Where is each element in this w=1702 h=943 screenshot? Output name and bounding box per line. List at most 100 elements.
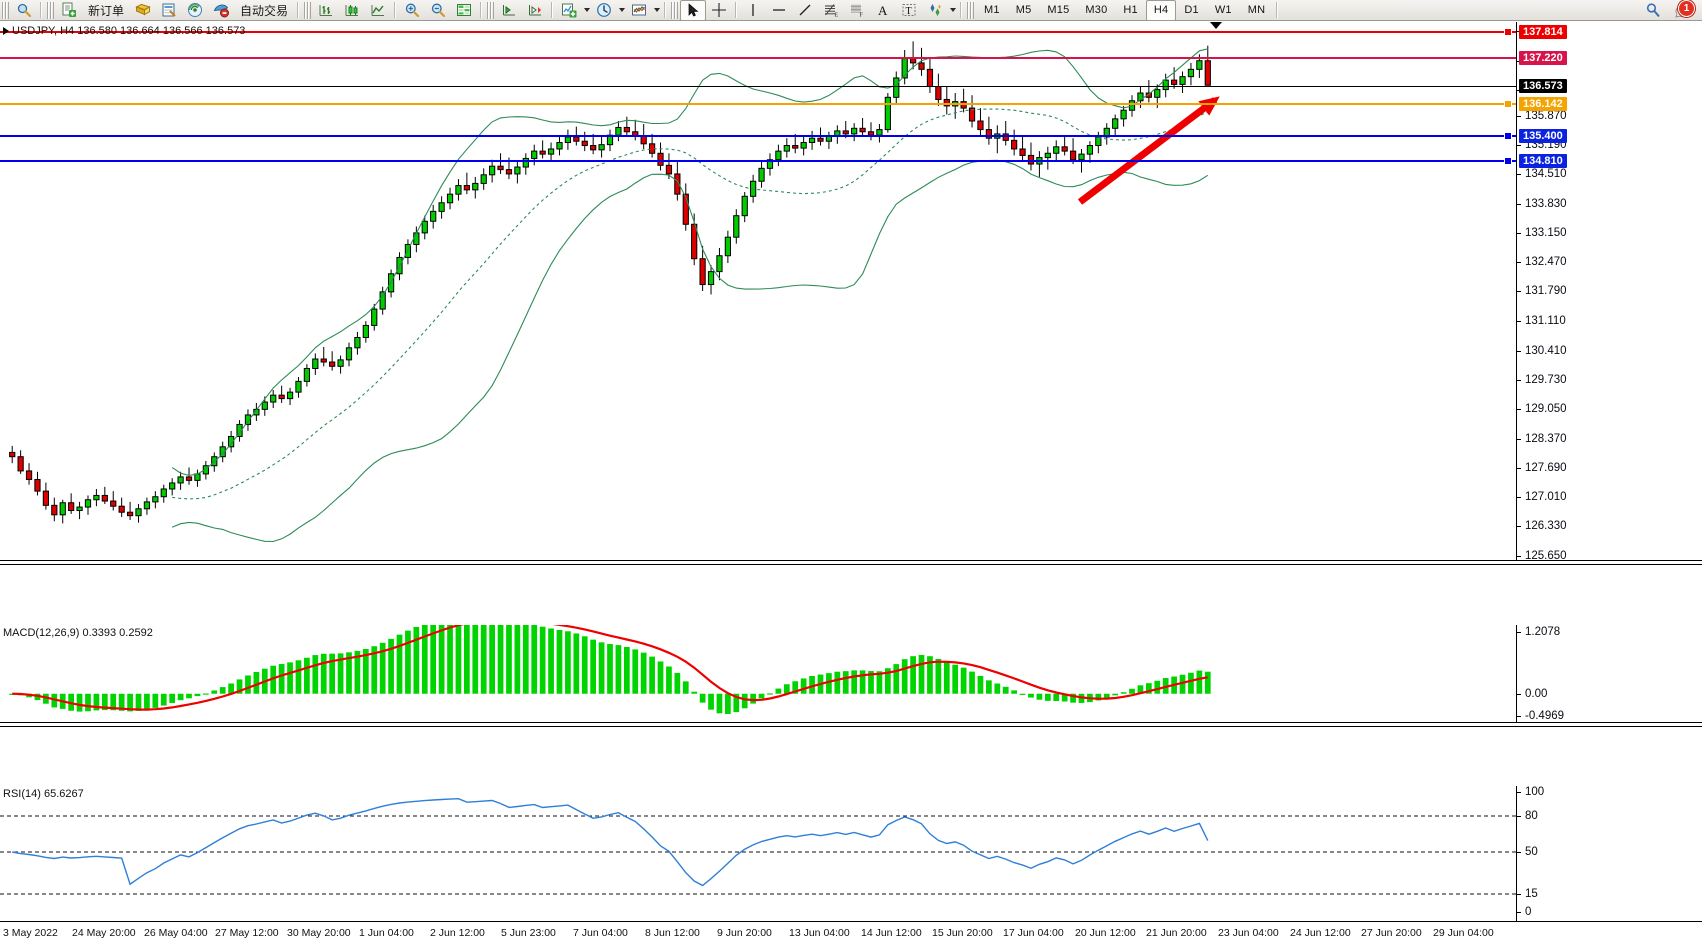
time-tick: 1 Jun 04:00: [359, 927, 414, 939]
candlestick-chart-icon[interactable]: [339, 0, 365, 21]
period-dropdown-arrow[interactable]: [617, 1, 626, 20]
timeframe-h4-label: H4: [1153, 4, 1169, 16]
level-line-support-upper[interactable]: [0, 135, 1516, 138]
timeframe-m1-label: M1: [984, 4, 1000, 16]
level-handle-pivot-orange[interactable]: [1504, 100, 1512, 109]
templates-dropdown-arrow[interactable]: [652, 1, 661, 20]
time-tick: 8 Jun 12:00: [645, 927, 700, 939]
new-order-text: 新订单: [88, 3, 125, 18]
macd-plot-area[interactable]: [0, 625, 1516, 722]
fibo-icon[interactable]: E: [818, 0, 844, 21]
price-scale[interactable]: 137.830137.150136.470135.870135.190134.5…: [1517, 22, 1702, 562]
new-order-label[interactable]: 新订单: [82, 0, 130, 21]
text-icon[interactable]: A: [870, 0, 896, 21]
level-handle-resistance-upper[interactable]: [1504, 28, 1512, 37]
time-tick: 26 May 04:00: [144, 927, 208, 939]
macd-indicator-label: MACD(12,26,9) 0.3393 0.2592: [3, 627, 153, 639]
data-window-icon[interactable]: [451, 0, 477, 21]
level-line-pivot-orange[interactable]: [0, 103, 1516, 106]
timeframe-m30[interactable]: M30: [1077, 0, 1115, 21]
timeframe-h1[interactable]: H1: [1115, 0, 1145, 21]
timeframe-m5[interactable]: M5: [1008, 0, 1040, 21]
price-tick: 132.470: [1517, 256, 1567, 268]
toolbar-separator-8: [960, 2, 963, 18]
alerts-icon[interactable]: 1: [1666, 0, 1696, 21]
bar-chart-icon[interactable]: [313, 0, 339, 21]
level-line-support-lower[interactable]: [0, 160, 1516, 163]
crosshair-icon[interactable]: [706, 0, 732, 21]
timeframe-m30-label: M30: [1085, 4, 1108, 16]
level-line-resistance-upper[interactable]: [0, 31, 1516, 34]
fibo-fan-icon[interactable]: F: [844, 0, 870, 21]
crosshair-time-marker: [1210, 22, 1222, 29]
price-chart-panel[interactable]: 137.830137.150136.470135.870135.190134.5…: [0, 22, 1702, 562]
line-chart-icon[interactable]: [365, 0, 391, 21]
time-tick: 9 Jun 20:00: [717, 927, 772, 939]
folder-icon[interactable]: [130, 0, 156, 21]
indicators-icon[interactable]: [556, 0, 582, 21]
zoom-out-icon[interactable]: [425, 0, 451, 21]
trendline-icon[interactable]: [792, 0, 818, 21]
terminal-icon[interactable]: [156, 0, 182, 21]
toolbar-grip-3[interactable]: [304, 1, 312, 19]
timeframe-d1[interactable]: D1: [1176, 0, 1206, 21]
toolbar-grip-4[interactable]: [487, 1, 495, 19]
level-line-current-price[interactable]: [0, 85, 1516, 87]
price-chart-svg: [9, 41, 1220, 543]
shapes-icon[interactable]: [922, 0, 948, 21]
time-tick: 17 Jun 04:00: [1003, 927, 1064, 939]
level-handle-support-lower[interactable]: [1504, 157, 1512, 166]
rsi-panel[interactable]: 100 80 50 15 0 RSI(14) 65.6267: [0, 786, 1702, 922]
rsi-scale: 100 80 50 15 0: [1517, 786, 1702, 922]
shapes-dropdown-arrow[interactable]: [948, 1, 957, 20]
magnifier-icon[interactable]: [11, 0, 37, 21]
price-tick: 133.150: [1517, 227, 1567, 239]
text-label-icon[interactable]: T: [896, 0, 922, 21]
level-line-resistance-mid[interactable]: [0, 56, 1516, 59]
macd-tick: -0.4969: [1517, 710, 1564, 722]
templates-icon[interactable]: [626, 0, 652, 21]
new-order-icon[interactable]: [56, 0, 82, 21]
time-tick: 3 May 2022: [3, 927, 58, 939]
search-icon[interactable]: [1640, 0, 1666, 21]
price-tick: 129.730: [1517, 374, 1567, 386]
timeframe-mn[interactable]: MN: [1240, 0, 1274, 21]
time-axis[interactable]: 3 May 2022 24 May 20:00 26 May 04:00 27 May…: [0, 925, 1702, 943]
toolbar-grip-5[interactable]: [671, 1, 679, 19]
autotrading-text: 自动交易: [240, 3, 289, 18]
macd-panel[interactable]: 1.2078 0.00 -0.4969 MACD(12,26,9) 0.3393 0…: [0, 625, 1702, 722]
toolbar-separator-2: [297, 2, 300, 18]
rsi-tick: 100: [1517, 786, 1544, 798]
signals-icon[interactable]: [182, 0, 208, 21]
time-tick: 21 Jun 20:00: [1146, 927, 1207, 939]
toolbar-grip-6[interactable]: [967, 1, 975, 19]
period-icon[interactable]: [591, 0, 617, 21]
chart-shift-icon[interactable]: [496, 0, 522, 21]
timeframe-h4[interactable]: H4: [1145, 0, 1177, 21]
up-trendline: [1077, 96, 1220, 205]
vline-icon[interactable]: [740, 0, 766, 21]
timeframe-w1[interactable]: W1: [1207, 0, 1240, 21]
toolbar-grip-2[interactable]: [47, 1, 54, 19]
price-plot-area[interactable]: [0, 22, 1516, 560]
hline-icon[interactable]: [766, 0, 792, 21]
rsi-tick: 80: [1517, 810, 1538, 822]
indicators-dropdown-arrow[interactable]: [582, 1, 591, 20]
price-tick: 128.370: [1517, 433, 1567, 445]
svg-text:T: T: [906, 6, 912, 17]
autotrading-label[interactable]: 自动交易: [234, 0, 294, 21]
rsi-plot-area[interactable]: [0, 786, 1516, 922]
level-label-current-price: 136.573: [1519, 78, 1567, 93]
cursor-icon[interactable]: [680, 0, 707, 21]
toolbar-grip[interactable]: [2, 1, 9, 19]
time-tick: 30 May 20:00: [287, 927, 351, 939]
time-tick: 15 Jun 20:00: [932, 927, 993, 939]
zoom-in-icon[interactable]: [399, 0, 425, 21]
toolbar-separator: [40, 2, 42, 18]
autotrading-icon[interactable]: [208, 0, 234, 21]
level-handle-support-upper[interactable]: [1504, 132, 1512, 141]
timeframe-m15[interactable]: M15: [1039, 0, 1077, 21]
auto-scroll-icon[interactable]: [522, 0, 548, 21]
timeframe-m1[interactable]: M1: [976, 0, 1008, 21]
rsi-tick: 15: [1517, 888, 1538, 900]
